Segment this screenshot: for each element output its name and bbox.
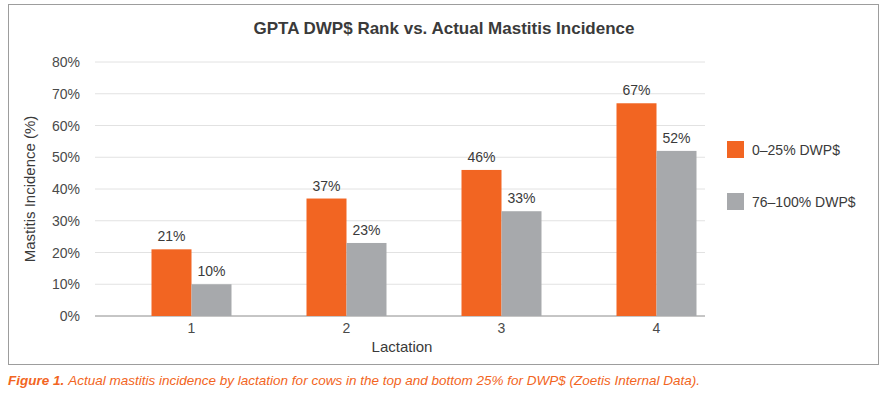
legend-label: 76–100% DWP$ bbox=[752, 194, 856, 210]
grid-line bbox=[95, 93, 705, 94]
data-label: 46% bbox=[467, 149, 495, 165]
chart: GPTA DWP$ Rank vs. Actual Mastitis Incid… bbox=[0, 0, 889, 393]
bars bbox=[152, 103, 697, 316]
y-tick-label: 40% bbox=[52, 181, 80, 197]
data-label: 52% bbox=[662, 130, 690, 146]
grid-line bbox=[95, 125, 705, 126]
grid-line bbox=[95, 189, 705, 190]
y-tick-label: 80% bbox=[52, 54, 80, 70]
bar bbox=[152, 249, 192, 316]
y-tick-label: 20% bbox=[52, 245, 80, 261]
y-tick-label: 10% bbox=[52, 276, 80, 292]
y-tick-label: 70% bbox=[52, 86, 80, 102]
grid-line bbox=[95, 157, 705, 158]
x-tick-label: 1 bbox=[188, 320, 196, 336]
x-tick-label: 2 bbox=[343, 320, 351, 336]
y-tick-label: 60% bbox=[52, 118, 80, 134]
grid-line bbox=[95, 62, 705, 63]
caption: Figure 1.Actual mastitis incidence by la… bbox=[8, 373, 700, 388]
bar bbox=[657, 151, 697, 316]
data-label: 23% bbox=[352, 222, 380, 238]
legend-swatch bbox=[727, 141, 744, 158]
data-labels: 21% 37% 46% 67% 10% 23% 33% 52% bbox=[157, 82, 690, 279]
bar bbox=[347, 243, 387, 316]
data-label: 21% bbox=[157, 228, 185, 244]
caption-label: Figure 1. bbox=[8, 373, 64, 388]
data-label: 33% bbox=[507, 190, 535, 206]
y-tick-label: 50% bbox=[52, 149, 80, 165]
x-tick-label: 3 bbox=[498, 320, 506, 336]
bar bbox=[192, 284, 232, 316]
y-tick-label: 30% bbox=[52, 213, 80, 229]
bar bbox=[307, 199, 347, 316]
bar bbox=[462, 170, 502, 316]
legend-swatch bbox=[727, 193, 744, 210]
caption-text: Actual mastitis incidence by lactation f… bbox=[67, 373, 700, 388]
x-axis-label: Lactation bbox=[372, 338, 433, 355]
title: GPTA DWP$ Rank vs. Actual Mastitis Incid… bbox=[253, 19, 634, 38]
y-tick-label: 0% bbox=[60, 308, 80, 324]
data-label: 67% bbox=[622, 82, 650, 98]
data-label: 10% bbox=[197, 263, 225, 279]
bar bbox=[617, 103, 657, 316]
legend-label: 0–25% DWP$ bbox=[752, 142, 840, 158]
grid-line bbox=[95, 220, 705, 221]
y-axis-label: Mastitis Incidence (%) bbox=[21, 116, 38, 263]
x-tick-label: 4 bbox=[653, 320, 661, 336]
data-label: 37% bbox=[312, 178, 340, 194]
bar bbox=[502, 211, 542, 316]
chart-frame bbox=[9, 5, 879, 365]
